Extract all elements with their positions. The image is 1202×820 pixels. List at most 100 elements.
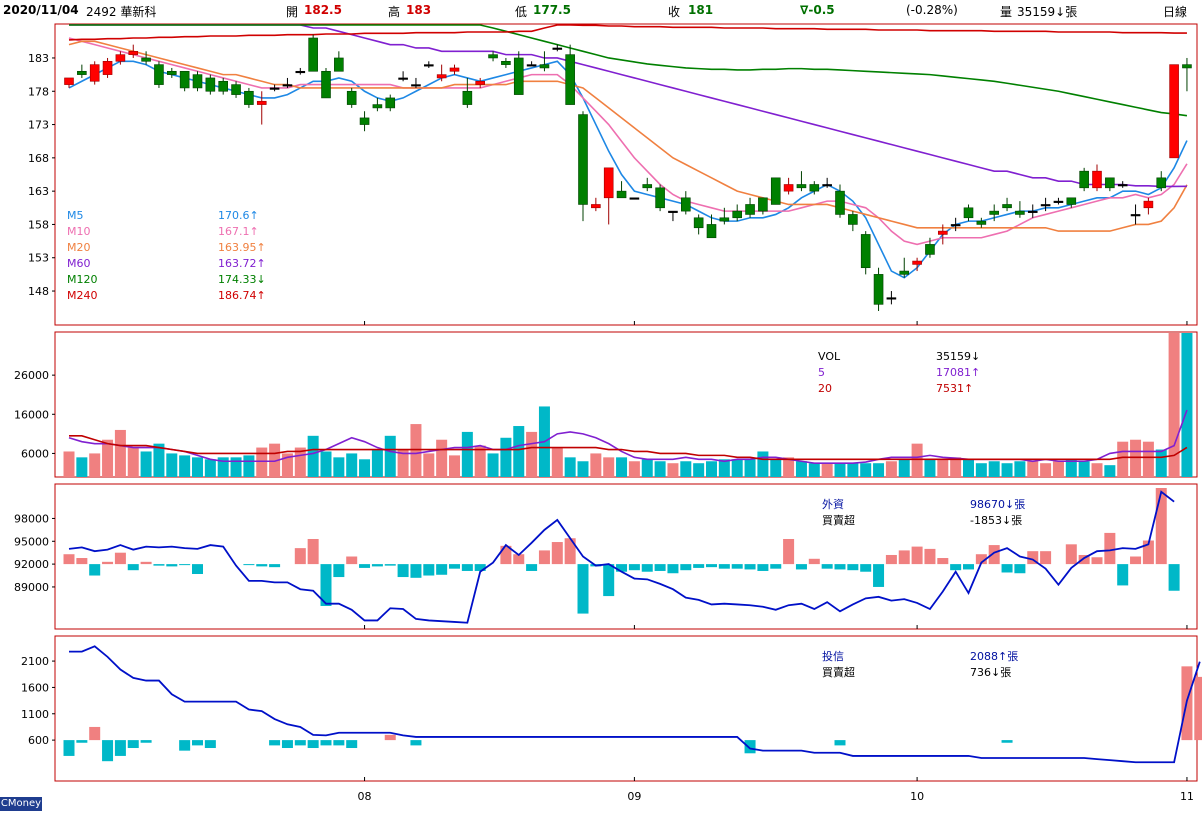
y-label-price: 163 (28, 185, 49, 198)
candle (449, 67, 460, 72)
volume-bar (102, 439, 114, 477)
foreign-bar (821, 564, 833, 569)
volume-bar (616, 457, 628, 477)
foreign-bar (770, 564, 782, 569)
candle (1027, 210, 1038, 213)
trust-bar (114, 740, 126, 756)
candle (192, 74, 203, 89)
open-label: 開 (286, 5, 299, 19)
volume-bar (590, 453, 602, 477)
panel-frame-2 (54, 483, 1198, 630)
foreign-holding-line (68, 490, 1175, 624)
foreign-bar (538, 550, 550, 565)
volume-bar (487, 453, 499, 477)
legend-name-M10: M10 (67, 225, 91, 238)
close-value: 181 (688, 3, 714, 17)
candle (64, 77, 74, 85)
volume-bar (1001, 463, 1013, 477)
foreign-bar (410, 564, 422, 578)
foreign-bar (307, 538, 319, 565)
trust-bar (410, 740, 422, 746)
candle (976, 220, 987, 225)
candle (578, 114, 588, 205)
volume-bar (230, 457, 242, 477)
volume-bar (513, 426, 525, 477)
foreign-bar (256, 564, 268, 567)
volume-bar (1091, 463, 1103, 477)
foreign-bar (474, 564, 486, 571)
y-label-price: 158 (28, 218, 49, 231)
candle (346, 90, 357, 105)
foreign-bar (564, 538, 576, 565)
volume-bar (718, 459, 730, 477)
foreign-bar (114, 552, 126, 565)
volume-bar (667, 463, 679, 477)
foreign-bar (371, 564, 383, 567)
volume-bar (346, 453, 358, 477)
x-label-11: 11 (1180, 790, 1194, 803)
volume-bar (166, 453, 178, 477)
volume-bar (217, 457, 229, 477)
foreign-bar (795, 564, 807, 570)
y-label-trust: 1600 (21, 681, 49, 694)
volume-bar (256, 447, 268, 477)
foreign-bar (834, 564, 846, 570)
foreign-bar (898, 550, 910, 565)
volume-label: 量 (1000, 5, 1013, 19)
volume-bar (1181, 333, 1193, 477)
candle (873, 274, 884, 305)
foreign-bar (744, 564, 756, 570)
trust-bar (89, 726, 101, 741)
trust-bar (294, 740, 306, 746)
volume-bar (1014, 461, 1026, 477)
ma-line-M20 (68, 40, 1188, 232)
volume-bar (911, 443, 923, 477)
candle (244, 90, 254, 105)
foreign-bar (577, 564, 589, 614)
trust-bar (140, 740, 152, 743)
foreign-bar (616, 564, 628, 572)
volume-bar (693, 463, 705, 477)
candle (796, 184, 807, 189)
volume-legend-ma-5: 5 (818, 366, 825, 379)
volume-bar (1130, 439, 1142, 477)
y-label-price: 183 (28, 52, 49, 65)
candle (526, 64, 537, 67)
foreign-bar (667, 564, 679, 574)
candle (732, 210, 743, 219)
foreign-bar (937, 558, 949, 565)
volume-bar (179, 455, 191, 477)
date: 2020/11/04 (3, 3, 79, 17)
quote-header: 2020/11/04 2492 華新科 開 182.5 高 183 低 177.… (0, 0, 1202, 20)
foreign-bar (603, 564, 615, 597)
candle (886, 297, 897, 300)
foreign-bar (500, 545, 512, 565)
foreign-bar (1001, 564, 1013, 573)
foreign-bar (89, 564, 101, 576)
legend-value-M240: 186.74↑ (218, 289, 266, 302)
volume-bar (359, 459, 371, 477)
foreign-bar (63, 554, 75, 565)
candle (770, 177, 781, 205)
ma-line-M120 (69, 24, 1188, 117)
volume-bar (770, 459, 782, 477)
y-label-foreign: 89000 (14, 581, 49, 594)
x-label-08: 08 (358, 790, 372, 803)
volume-bar (963, 459, 974, 477)
candle (822, 184, 832, 187)
y-label-price: 173 (28, 119, 49, 132)
volume-bar (1117, 441, 1129, 477)
foreign-bar (449, 564, 460, 569)
panel-frame-0 (54, 23, 1198, 326)
x-label-09: 09 (627, 790, 641, 803)
volume-legend-ma-value-5: 17081↑ (936, 366, 980, 379)
candle (282, 84, 293, 87)
volume-bar (873, 463, 885, 477)
trust-bar (320, 740, 332, 746)
trust-bar (179, 740, 191, 751)
candle (835, 190, 845, 215)
volume-bar (808, 463, 820, 477)
candle (423, 64, 434, 67)
change-percent: (-0.28%) (906, 3, 958, 17)
y-label-price: 168 (28, 152, 49, 165)
